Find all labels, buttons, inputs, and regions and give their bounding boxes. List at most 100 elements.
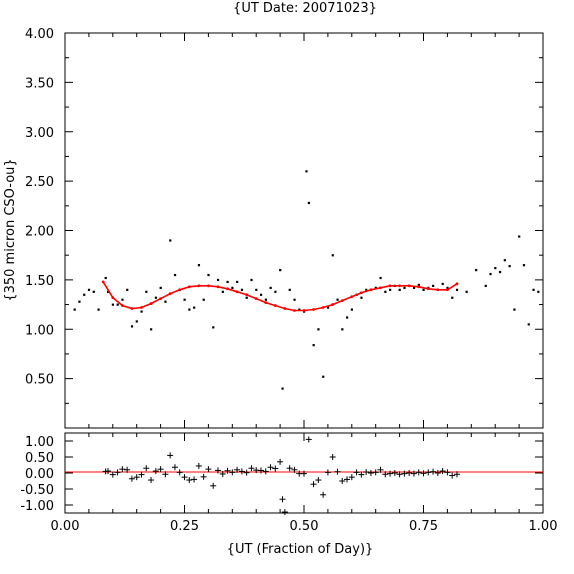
residual-point [377,466,384,473]
residual-point [291,466,298,473]
main-y-tick-label: 3.50 [25,76,54,91]
residual-point [176,469,183,476]
data-point [389,288,392,291]
main-y-axis: 0.50 1.00 1.50 2.00 2.50 3.00 3.50 4.00 [25,27,543,429]
data-point [236,280,239,284]
residual-point [363,469,370,476]
residual-point [334,468,341,475]
residual-point [372,469,379,476]
fit-point [245,293,249,297]
data-point [116,303,119,306]
data-point [150,328,153,331]
data-point [154,296,158,299]
main-y-tick-label: 2.00 [25,225,54,240]
main-y-tick-label: 0.50 [25,373,54,388]
residual-point [272,465,279,472]
data-point [87,288,91,291]
fit-point [264,301,268,304]
residual-point [353,469,360,476]
residual-point [425,469,432,476]
data-point [169,239,172,242]
main-y-tick-label: 1.50 [25,274,54,289]
residual-point [410,470,417,477]
residual-point [148,477,155,484]
residual-point [171,464,178,471]
residual-point [186,477,193,484]
residual-point [243,469,250,476]
residual-point [406,470,413,476]
data-point [288,288,291,291]
data-point [412,286,416,289]
fit-point [350,295,354,299]
main-y-tick-label: 1.00 [25,323,54,338]
res-y-tick-label: 1.00 [25,435,54,450]
residual-point [301,470,307,477]
data-point [379,276,382,280]
residual-point [305,436,312,443]
residual-point [210,482,217,489]
fit-point [235,290,239,294]
data-point [281,387,284,390]
data-point [346,316,349,319]
residual-point [219,470,226,477]
fit-point [417,285,421,289]
residual-point [257,467,264,474]
residual-point [320,491,327,498]
x-tick-label: 0.25 [170,519,199,534]
data-point [374,286,377,289]
data-point [532,288,535,291]
residual-point [444,469,451,476]
data-point [145,290,148,293]
data-point [216,278,220,282]
fit-point [302,309,306,312]
fit-point [446,288,449,292]
residual-point [453,471,460,478]
residual-point [162,471,169,478]
main-plot-frame [64,32,544,429]
residual-point [420,470,427,477]
residual-y-axis: -1.00-0.500.000.501.00 [20,435,543,514]
data-point [527,323,530,326]
data-point [183,298,186,301]
residual-point [157,466,164,473]
data-point [365,288,368,291]
data-point [97,308,100,311]
fit-point [436,288,440,292]
residual-point [339,478,346,484]
residual-point [143,465,150,472]
fit-point [197,284,201,288]
data-point [312,344,315,347]
fit-point [379,286,382,290]
data-point [164,300,167,303]
data-point [360,296,363,299]
data-point [274,290,277,293]
data-point [537,290,540,293]
x-tick-label: 0.00 [51,519,80,534]
residual-point [119,466,126,473]
data-point [384,290,387,293]
fit-point [111,296,115,300]
data-point [298,308,301,311]
residual-point [234,466,241,473]
residual-point [310,481,317,488]
residual-point [315,477,322,484]
res-y-tick-label: 0.50 [25,451,54,466]
data-point [398,288,401,291]
fit-point [273,304,277,307]
data-point [264,298,267,301]
fit-point [101,280,105,284]
residual-point [138,471,145,478]
main-y-tick-label: 4.00 [25,27,54,42]
fit-point [426,287,430,291]
fit-point [283,307,287,310]
data-point [231,286,234,289]
residual-point [449,472,456,479]
fit-point [149,302,153,305]
main-y-tick-label: 3.00 [25,126,54,141]
data-point [255,288,258,291]
residual-point [124,466,131,473]
fit-point [321,306,325,309]
data-point [403,286,406,289]
data-point [508,265,511,268]
residual-point [128,475,135,482]
